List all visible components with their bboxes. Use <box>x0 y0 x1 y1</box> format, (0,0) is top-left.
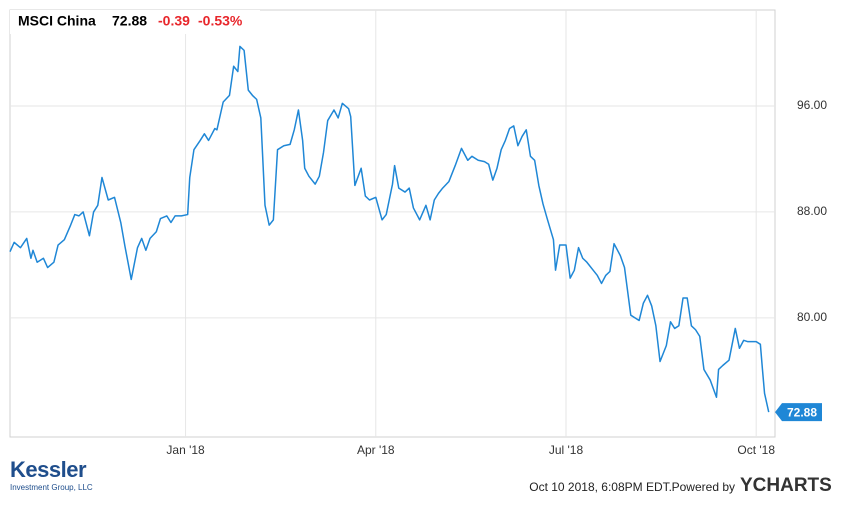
y-tick-label: 96.00 <box>797 98 827 112</box>
brand-sub: Investment Group, LLC <box>10 483 93 492</box>
value-pill <box>775 403 822 422</box>
y-tick-label: 80.00 <box>797 310 827 324</box>
price-line <box>9 45 770 413</box>
chart-title: MSCI China <box>18 13 96 29</box>
x-tick-label: Jul '18 <box>549 443 584 457</box>
brand: Kessler <box>10 457 87 482</box>
plot-area <box>9 9 776 438</box>
y-tick-label: 88.00 <box>797 204 827 218</box>
timestamp: Oct 10 2018, 6:08PM EDT. <box>529 480 672 494</box>
last-value: 72.88 <box>112 13 147 29</box>
header-box <box>10 10 260 34</box>
x-tick-label: Apr '18 <box>357 443 395 457</box>
change-percent: -0.53% <box>198 13 243 29</box>
marks <box>9 45 822 422</box>
x-tick-label: Jan '18 <box>166 443 205 457</box>
x-tick-label: Oct '18 <box>737 443 775 457</box>
ycharts-logo: YCHARTS <box>740 475 832 496</box>
value-label: 72.88 <box>787 405 817 419</box>
grid <box>10 10 775 437</box>
powered-by: Powered by <box>672 480 735 494</box>
change: -0.39 <box>158 13 190 29</box>
